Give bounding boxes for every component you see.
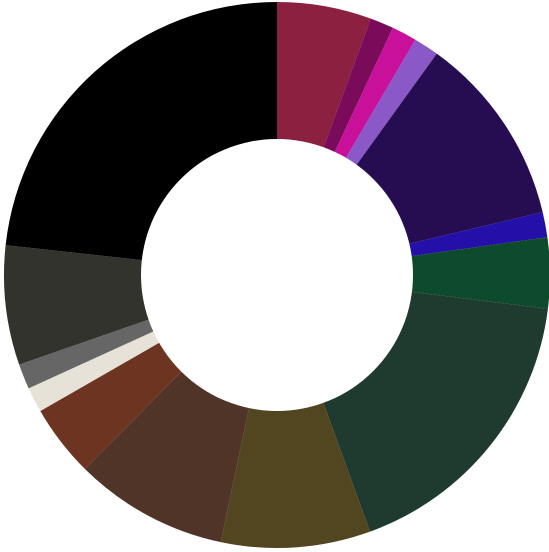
pie-slice-7 <box>277 237 549 309</box>
pie-slice-9 <box>220 275 371 548</box>
donut-hole <box>141 139 413 411</box>
